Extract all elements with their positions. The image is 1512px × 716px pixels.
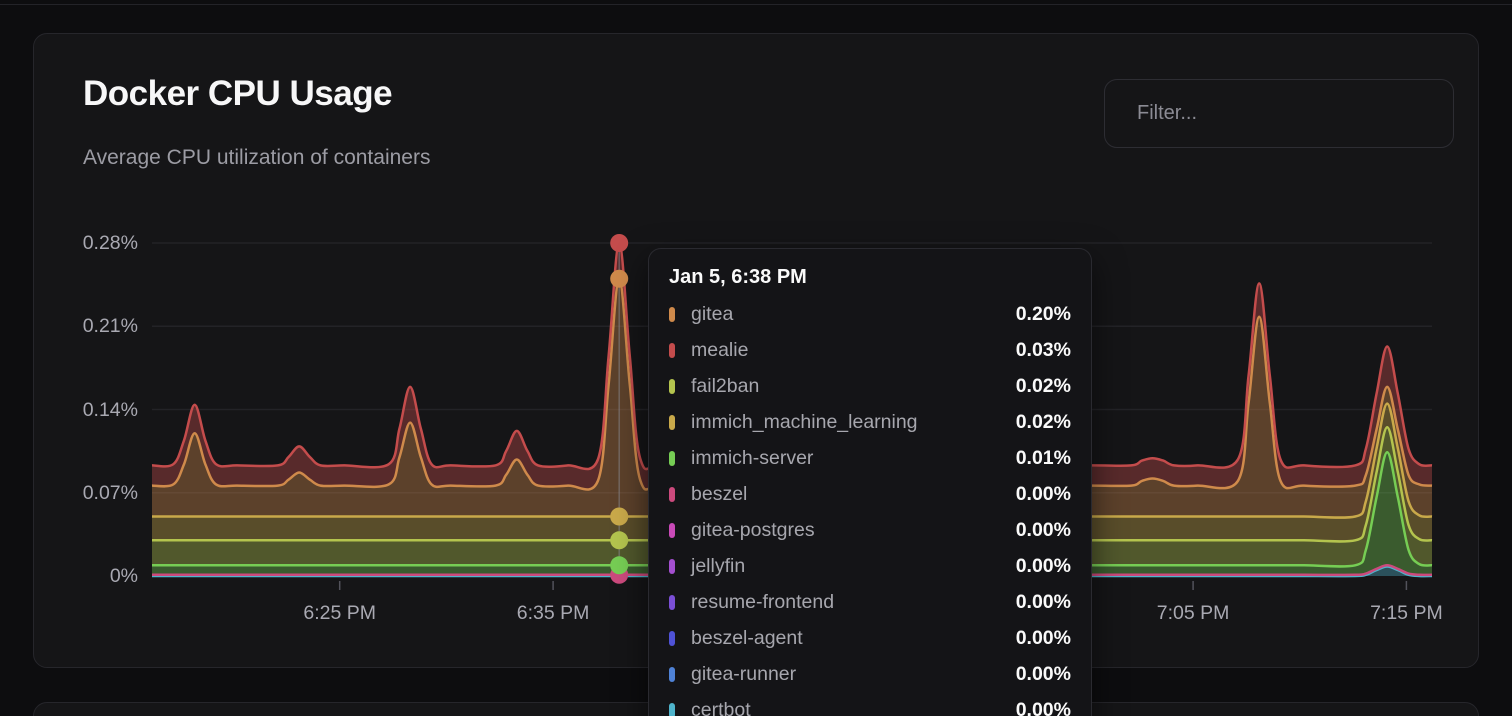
x-axis-label: 7:15 PM — [1370, 602, 1443, 624]
y-axis-label: 0.28% — [82, 232, 138, 254]
series-value: 0.20% — [1015, 302, 1071, 325]
series-color-pill — [669, 630, 675, 646]
series-value: 0.02% — [1015, 410, 1071, 433]
tooltip-row: fail2ban 0.02% — [669, 368, 1071, 404]
tooltip-row: gitea-postgres 0.00% — [669, 512, 1071, 548]
series-name: beszel-agent — [691, 626, 803, 649]
series-value: 0.00% — [1015, 554, 1071, 577]
series-color-pill — [669, 558, 675, 574]
series-value: 0.02% — [1015, 374, 1071, 397]
tooltip-row: gitea 0.20% — [669, 296, 1071, 332]
x-axis-label: 6:25 PM — [303, 602, 377, 624]
panel-subtitle: Average CPU utilization of containers — [83, 146, 431, 169]
tooltip-timestamp: Jan 5, 6:38 PM — [669, 266, 807, 288]
series-name: immich_machine_learning — [691, 410, 918, 433]
chart-tooltip: Jan 5, 6:38 PM gitea 0.20% mealie 0.03% fail… — [648, 248, 1092, 716]
tooltip-row: resume-frontend 0.00% — [669, 584, 1071, 620]
previous-card-bottom-edge — [0, 0, 1512, 5]
series-color-pill — [669, 594, 675, 610]
y-axis-label: 0.14% — [82, 398, 138, 421]
series-color-pill — [669, 702, 675, 716]
series-value: 0.00% — [1015, 482, 1071, 505]
series-color-pill — [669, 342, 675, 358]
series-color-pill — [669, 486, 675, 502]
series-name: beszel — [691, 482, 748, 505]
tooltip-rows: gitea 0.20% mealie 0.03% fail2ban 0.02% immich… — [669, 296, 1071, 716]
series-value: 0.00% — [1015, 662, 1071, 685]
tooltip-row: immich-server 0.01% — [669, 440, 1071, 476]
series-name: mealie — [691, 338, 749, 361]
series-name: certbot — [691, 698, 751, 716]
tooltip-row: beszel-agent 0.00% — [669, 620, 1071, 656]
panel-title: Docker CPU Usage — [83, 74, 393, 113]
series-name: jellyfin — [691, 554, 746, 577]
tooltip-row: beszel 0.00% — [669, 476, 1071, 512]
series-color-pill — [669, 522, 675, 538]
series-value: 0.00% — [1015, 698, 1071, 716]
tooltip-row: jellyfin 0.00% — [669, 548, 1071, 584]
series-name: resume-frontend — [691, 590, 835, 613]
x-axis-label: 6:35 PM — [516, 602, 590, 624]
y-axis-label: 0.21% — [82, 315, 138, 338]
series-name: gitea — [691, 302, 734, 325]
series-value: 0.00% — [1015, 590, 1071, 613]
tooltip-row: immich_machine_learning 0.02% — [669, 404, 1071, 440]
series-color-pill — [669, 414, 675, 430]
tooltip-row: certbot 0.00% — [669, 692, 1071, 716]
x-axis-label: 7:05 PM — [1156, 602, 1230, 624]
tooltip-row: mealie 0.03% — [669, 332, 1071, 368]
series-color-pill — [669, 450, 675, 466]
series-color-pill — [669, 306, 675, 322]
series-color-pill — [669, 378, 675, 394]
series-color-pill — [669, 666, 675, 682]
series-name: immich-server — [691, 446, 814, 469]
filter-input[interactable] — [1104, 79, 1454, 148]
series-name: fail2ban — [691, 374, 760, 397]
series-value: 0.00% — [1015, 518, 1071, 541]
series-name: gitea-postgres — [691, 518, 815, 541]
series-name: gitea-runner — [691, 662, 797, 685]
series-value: 0.00% — [1015, 626, 1071, 649]
series-value: 0.01% — [1015, 446, 1071, 469]
y-axis-label: 0.07% — [82, 481, 138, 504]
tooltip-row: gitea-runner 0.00% — [669, 656, 1071, 692]
series-value: 0.03% — [1015, 338, 1071, 361]
y-axis-label: 0% — [109, 565, 138, 587]
